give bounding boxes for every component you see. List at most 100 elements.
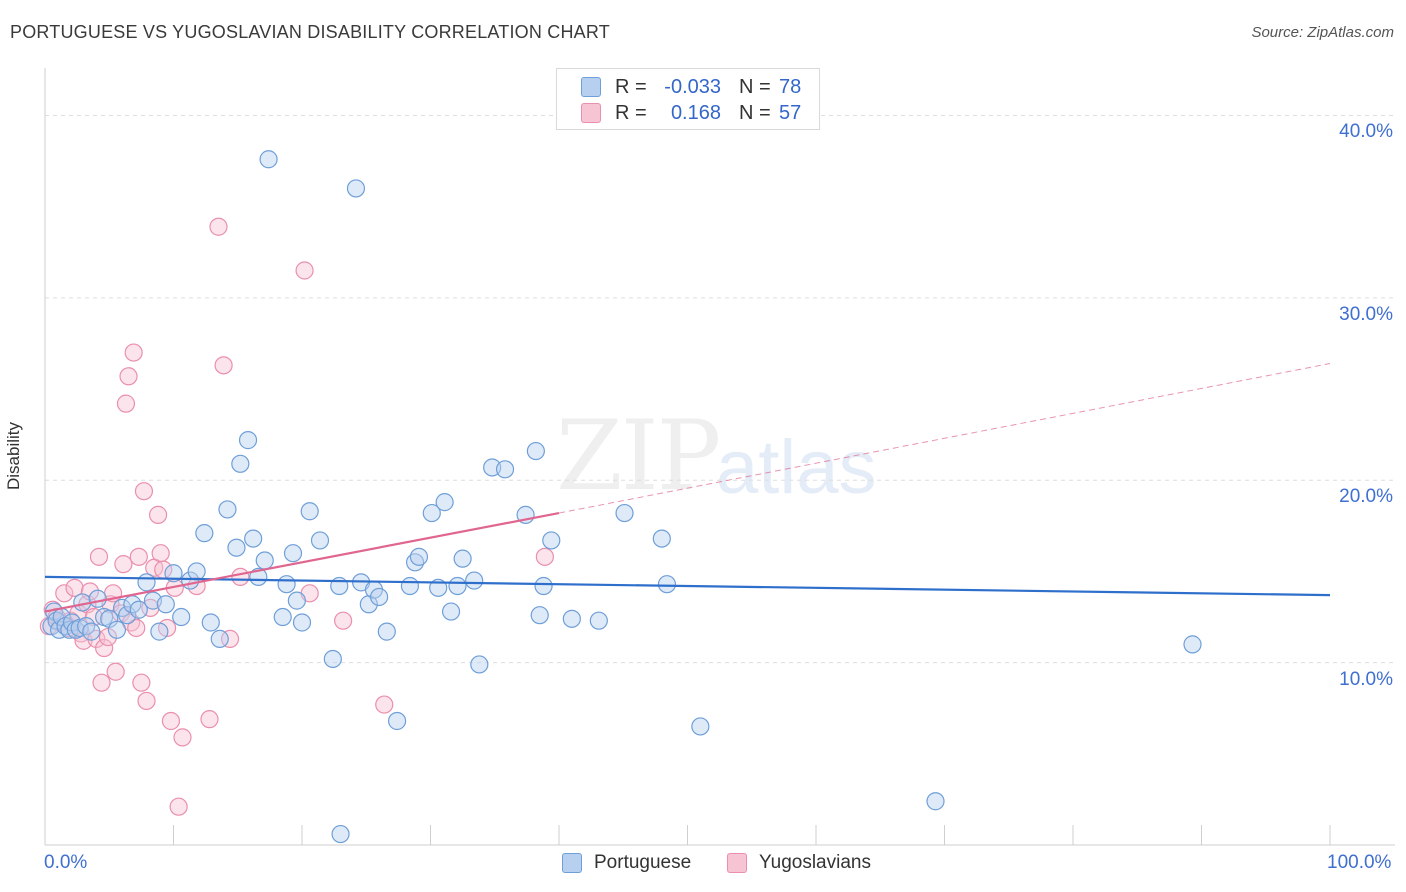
legend-r-value: 0.168 bbox=[670, 101, 721, 124]
portuguese-swatch bbox=[581, 77, 601, 97]
portuguese-point bbox=[323, 649, 342, 669]
portuguese-point bbox=[218, 500, 237, 519]
yugoslavians-point bbox=[84, 607, 103, 627]
portuguese-point bbox=[244, 529, 263, 548]
portuguese-point bbox=[129, 600, 148, 619]
portuguese-point bbox=[210, 629, 229, 649]
yugoslavians-point bbox=[119, 367, 138, 386]
yugoslavians-legend-swatch bbox=[727, 853, 747, 873]
legend-n-label: N = bbox=[739, 101, 771, 124]
yugoslavians-point bbox=[129, 547, 148, 566]
yugoslavians-point bbox=[55, 584, 74, 603]
portuguese-point bbox=[259, 150, 278, 169]
portuguese-point bbox=[562, 609, 581, 628]
chart-title: PORTUGUESE VS YUGOSLAVIAN DISABILITY COR… bbox=[10, 22, 610, 42]
portuguese-point bbox=[526, 441, 545, 461]
portuguese-legend-label: Portuguese bbox=[594, 852, 692, 873]
portuguese-point bbox=[589, 611, 608, 630]
stats-legend: R = -0.033 N = 78 R = 0.168 N = 57 bbox=[556, 68, 820, 130]
yugoslavians-point bbox=[132, 673, 151, 692]
portuguese-point bbox=[118, 606, 137, 625]
portuguese-point bbox=[277, 575, 296, 594]
portuguese-point bbox=[172, 607, 191, 627]
legend-row-yugoslavians: R = 0.168 N = 57 bbox=[581, 101, 801, 125]
portuguese-point bbox=[70, 618, 89, 638]
legend-r-label: R = bbox=[615, 101, 647, 124]
yugoslavians-legend-label: Yugoslavians bbox=[759, 852, 871, 873]
yugoslavians-point bbox=[161, 711, 181, 731]
portuguese-point bbox=[310, 531, 330, 550]
yugoslavians-point bbox=[124, 343, 143, 362]
yugoslavians-point bbox=[95, 638, 114, 658]
portuguese-point bbox=[88, 589, 107, 608]
portuguese-point bbox=[195, 524, 214, 543]
yugoslavians-point bbox=[334, 611, 353, 630]
trend-lines bbox=[44, 363, 1331, 613]
portuguese-point bbox=[370, 587, 389, 607]
portuguese-point bbox=[400, 576, 420, 596]
portuguese-point bbox=[530, 606, 549, 625]
yugoslavians-point bbox=[92, 673, 111, 692]
legend-row-portuguese: R = -0.033 N = 78 bbox=[581, 75, 801, 99]
x-tick-label-max: 100.0% bbox=[1327, 852, 1392, 873]
portuguese-point bbox=[156, 595, 175, 614]
portuguese-point bbox=[231, 454, 250, 473]
portuguese-point bbox=[255, 551, 274, 570]
portuguese-point bbox=[1183, 635, 1202, 654]
portuguese-point bbox=[652, 529, 671, 548]
yugoslavians-point bbox=[231, 567, 250, 587]
y-tick-label: 10.0% bbox=[1339, 668, 1393, 690]
portuguese-point bbox=[448, 576, 467, 596]
portuguese-point bbox=[331, 824, 350, 844]
portuguese-point bbox=[470, 655, 489, 674]
portuguese-point bbox=[287, 591, 306, 610]
legend-n-value: 78 bbox=[779, 75, 802, 98]
portuguese-point bbox=[283, 544, 303, 563]
yugoslavians-point bbox=[127, 618, 146, 638]
portuguese-point bbox=[615, 503, 634, 523]
legend-item-yugoslavians[interactable]: Yugoslavians bbox=[727, 852, 871, 874]
yugoslavians-points bbox=[39, 217, 554, 816]
yugoslavians-trend-extension bbox=[558, 363, 1331, 514]
portuguese-point bbox=[377, 622, 396, 641]
legend-n-label: N = bbox=[739, 75, 771, 98]
yugoslavians-point bbox=[200, 710, 219, 729]
portuguese-point bbox=[82, 622, 101, 641]
portuguese-point bbox=[435, 493, 454, 512]
portuguese-point bbox=[292, 613, 312, 632]
yugoslavians-point bbox=[214, 356, 233, 375]
portuguese-point bbox=[201, 613, 220, 632]
portuguese-point bbox=[227, 538, 246, 557]
portuguese-point bbox=[346, 179, 366, 198]
portuguese-point bbox=[441, 602, 461, 621]
portuguese-point bbox=[453, 549, 472, 568]
portuguese-point bbox=[465, 571, 484, 590]
portuguese-point bbox=[422, 503, 441, 523]
portuguese-point bbox=[495, 460, 515, 479]
portuguese-point bbox=[300, 502, 319, 521]
portuguese-point bbox=[238, 431, 258, 450]
portuguese-point bbox=[657, 575, 677, 594]
portuguese-point bbox=[542, 531, 561, 550]
portuguese-point bbox=[164, 564, 183, 583]
legend-r-value: -0.033 bbox=[664, 75, 721, 98]
portuguese-point bbox=[534, 576, 553, 596]
yugoslavians-point bbox=[169, 797, 188, 816]
yugoslavians-point bbox=[134, 482, 154, 501]
legend-n-value: 57 bbox=[779, 101, 802, 124]
portuguese-point bbox=[107, 620, 127, 639]
portuguese-point bbox=[249, 567, 268, 587]
legend-item-portuguese[interactable]: Portuguese bbox=[562, 852, 691, 874]
yugoslavians-point bbox=[116, 394, 136, 413]
source-label: Source: ZipAtlas.com bbox=[1251, 24, 1394, 41]
yugoslavians-point bbox=[209, 217, 228, 236]
yugoslavians-point bbox=[114, 555, 133, 574]
yugoslavians-point bbox=[535, 547, 554, 566]
portuguese-point bbox=[150, 622, 169, 641]
yugoslavians-point bbox=[141, 598, 160, 618]
axes bbox=[44, 68, 1395, 846]
y-tick-label: 30.0% bbox=[1339, 303, 1393, 325]
portuguese-point bbox=[187, 562, 206, 581]
yugoslavians-point bbox=[375, 695, 394, 714]
